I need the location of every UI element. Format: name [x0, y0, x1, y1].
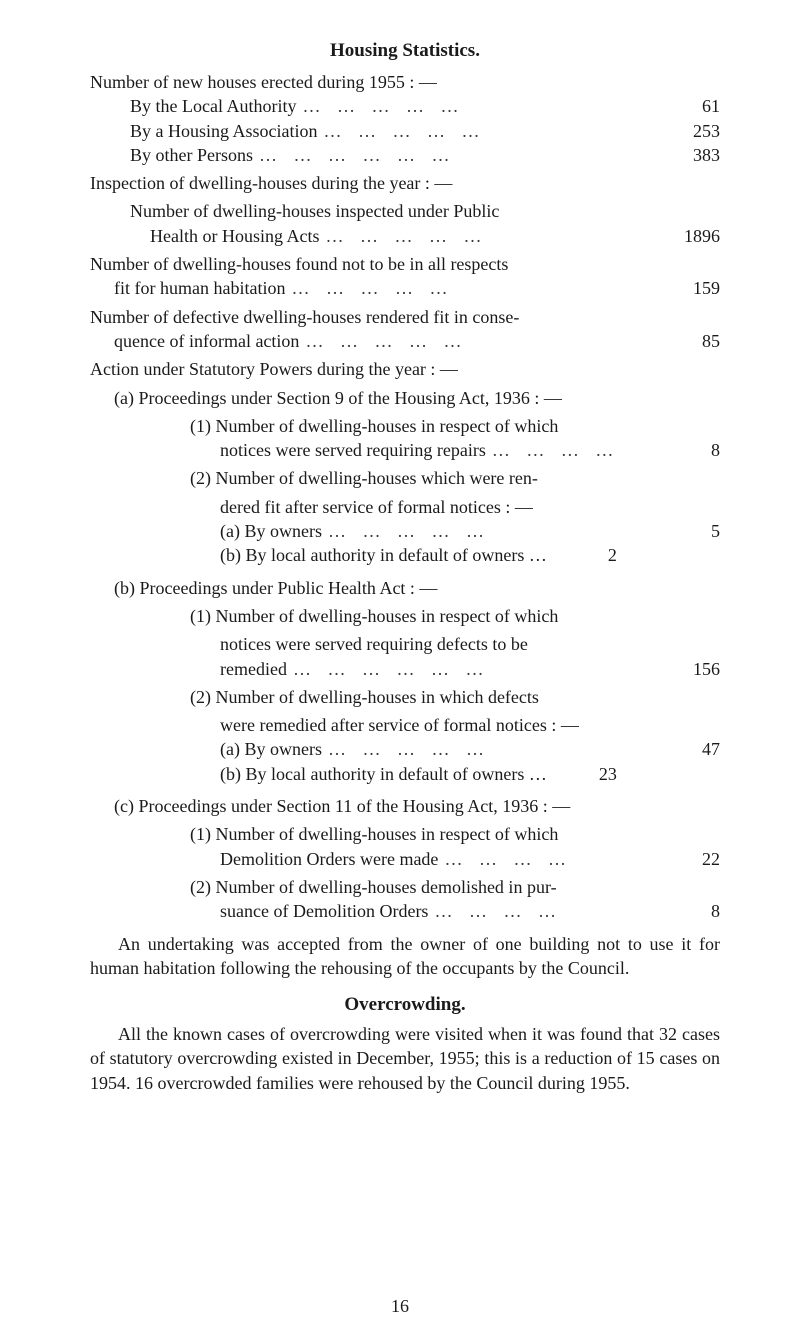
- value: 2: [569, 543, 617, 567]
- defective-a: Number of defective dwelling-houses rend…: [90, 305, 720, 329]
- intro-1955: Number of new houses erected during 1955…: [90, 70, 720, 94]
- row-a2-owners: (a) By owners … … … … … 5: [220, 519, 720, 543]
- a2-a: (2) Number of dwelling-houses which were…: [190, 466, 720, 490]
- leader-dots: … … … …: [438, 847, 672, 871]
- b2-a: (2) Number of dwelling-houses in which d…: [190, 685, 720, 709]
- b1-a: (1) Number of dwelling-houses in respect…: [190, 604, 720, 628]
- label: fit for human habitation: [114, 276, 285, 300]
- value: 85: [672, 329, 720, 353]
- label: (a) By owners: [220, 737, 322, 761]
- row-a1: notices were served requiring repairs … …: [220, 438, 720, 462]
- c2-a: (2) Number of dwelling-houses demolished…: [190, 875, 720, 899]
- b-head: (b) Proceedings under Public Health Act …: [114, 576, 720, 600]
- row-a2-local-authority: (b) By local authority in default of own…: [220, 543, 720, 567]
- row-c2: suance of Demolition Orders … … … … 8: [220, 899, 720, 923]
- page-number: 16: [0, 1296, 800, 1317]
- leader-dots: … … … …: [486, 438, 672, 462]
- leader-dots: … … … …: [428, 899, 672, 923]
- leader-dots: … … … … … …: [253, 143, 672, 167]
- row-c1: Demolition Orders were made … … … … 22: [220, 847, 720, 871]
- leader-dots: … … … … …: [285, 276, 672, 300]
- label: (a) By owners: [220, 519, 322, 543]
- fit-a: Number of dwelling-houses found not to b…: [90, 252, 720, 276]
- label: (b) By local authority in default of own…: [220, 543, 547, 567]
- leader-dots: … … … … …: [318, 119, 673, 143]
- label: Health or Housing Acts: [150, 224, 319, 248]
- value: 22: [672, 847, 720, 871]
- leader-dots: … … … … …: [296, 94, 672, 118]
- row-local-authority: By the Local Authority … … … … … 61: [130, 94, 720, 118]
- value: 23: [569, 762, 617, 786]
- value: 5: [672, 519, 720, 543]
- a2-b: dered fit after service of formal notice…: [220, 495, 720, 519]
- row-informal-action: quence of informal action … … … … … 85: [114, 329, 720, 353]
- row-housing-association: By a Housing Association … … … … … 253: [130, 119, 720, 143]
- overcrowding-title: Overcrowding.: [90, 994, 720, 1016]
- leader-dots: … … … … …: [322, 519, 672, 543]
- label: By other Persons: [130, 143, 253, 167]
- leader-dots: … … … … …: [322, 737, 672, 761]
- value: 47: [672, 737, 720, 761]
- leader-dots: … … … … … …: [287, 657, 672, 681]
- row-b2-local-authority: (b) By local authority in default of own…: [220, 762, 720, 786]
- value: 383: [672, 143, 720, 167]
- label: (b) By local authority in default of own…: [220, 762, 547, 786]
- value: 156: [672, 657, 720, 681]
- row-b1: remedied … … … … … … 156: [220, 657, 720, 681]
- b2-b: were remedied after service of formal no…: [220, 713, 720, 737]
- value: 8: [672, 438, 720, 462]
- label: By a Housing Association: [130, 119, 318, 143]
- row-other-persons: By other Persons … … … … … … 383: [130, 143, 720, 167]
- label: By the Local Authority: [130, 94, 296, 118]
- a1-a: (1) Number of dwelling-houses in respect…: [190, 414, 720, 438]
- overcrowding-paragraph: All the known cases of overcrowding were…: [90, 1022, 720, 1095]
- b1-b: notices were served requiring defects to…: [220, 632, 720, 656]
- c-head: (c) Proceedings under Section 11 of the …: [114, 794, 720, 818]
- label: quence of informal action: [114, 329, 299, 353]
- label: Demolition Orders were made: [220, 847, 438, 871]
- label: notices were served requiring repairs: [220, 438, 486, 462]
- value: 253: [672, 119, 720, 143]
- value: 61: [672, 94, 720, 118]
- row-b2-owners: (a) By owners … … … … … 47: [220, 737, 720, 761]
- value: 159: [672, 276, 720, 300]
- action-heading: Action under Statutory Powers during the…: [90, 357, 720, 381]
- label: remedied: [220, 657, 287, 681]
- row-fit-habitation: fit for human habitation … … … … … 159: [114, 276, 720, 300]
- inspection-sub-a: Number of dwelling-houses inspected unde…: [130, 199, 720, 223]
- inspection-heading: Inspection of dwelling-houses during the…: [90, 171, 720, 195]
- leader-dots: … … … … …: [319, 224, 672, 248]
- c1-a: (1) Number of dwelling-houses in respect…: [190, 822, 720, 846]
- page: Housing Statistics. Number of new houses…: [0, 0, 800, 1341]
- row-health-housing-acts: Health or Housing Acts … … … … … 1896: [150, 224, 720, 248]
- undertaking-paragraph: An undertaking was accepted from the own…: [90, 932, 720, 981]
- value: 8: [672, 899, 720, 923]
- leader-dots: … … … … …: [299, 329, 672, 353]
- value: 1896: [672, 224, 720, 248]
- a-head: (a) Proceedings under Section 9 of the H…: [114, 386, 720, 410]
- label: suance of Demolition Orders: [220, 899, 428, 923]
- title: Housing Statistics.: [90, 40, 720, 62]
